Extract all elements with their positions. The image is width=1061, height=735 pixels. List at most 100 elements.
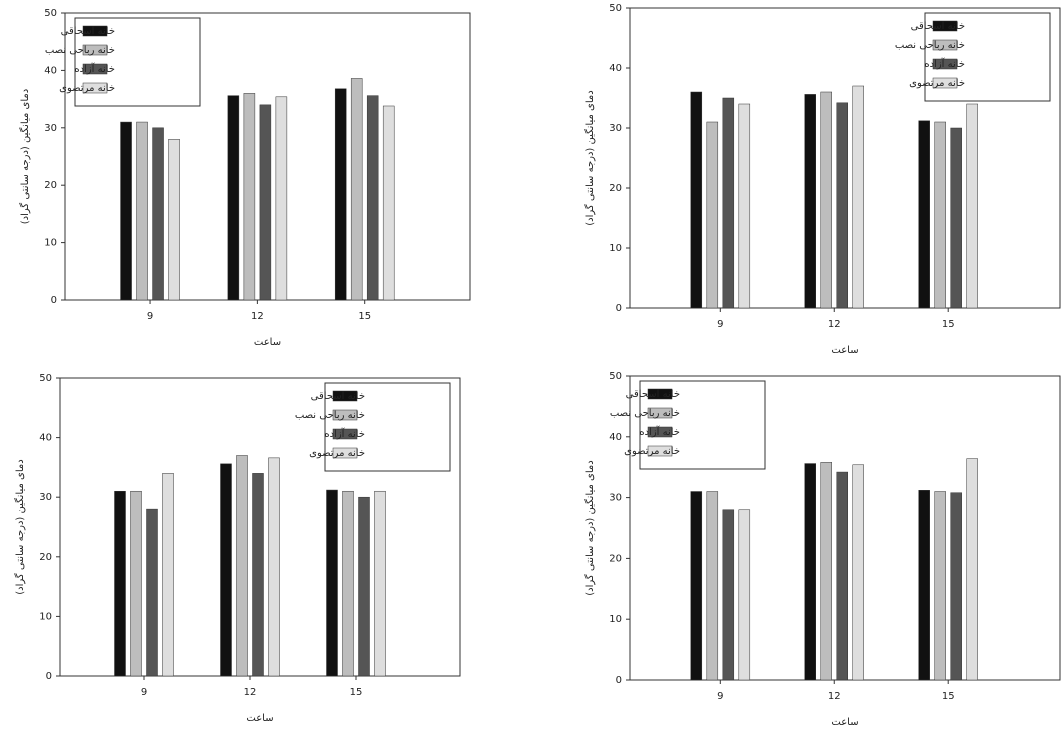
bar bbox=[852, 85, 864, 309]
y-tick-label: 0 bbox=[51, 295, 57, 306]
x-tick-label: 12 bbox=[828, 691, 841, 702]
y-tick-label: 20 bbox=[39, 552, 52, 563]
y-tick-label: 50 bbox=[609, 3, 622, 14]
legend-swatch bbox=[82, 82, 108, 94]
x-tick-label: 9 bbox=[147, 311, 153, 322]
bar bbox=[934, 121, 946, 309]
bar bbox=[934, 491, 946, 681]
x-tick-label: 12 bbox=[828, 319, 841, 330]
bar bbox=[382, 105, 395, 301]
legend-swatch bbox=[932, 20, 958, 32]
legend-label: خانه اسحاقی bbox=[626, 389, 680, 400]
bar bbox=[706, 491, 719, 681]
x-tick-label: 15 bbox=[942, 319, 955, 330]
x-tick-label: 15 bbox=[350, 687, 363, 698]
bar bbox=[966, 458, 978, 681]
y-tick-label: 50 bbox=[39, 373, 52, 384]
legend-label: خانه اسحاقی bbox=[61, 26, 115, 37]
y-tick-label: 10 bbox=[609, 614, 622, 625]
x-axis-label: ساعت bbox=[246, 713, 273, 724]
bar bbox=[268, 457, 280, 677]
legend-swatch bbox=[82, 63, 108, 75]
legend-swatch bbox=[332, 447, 358, 459]
legend-label: خانه آزاده bbox=[639, 425, 680, 438]
y-axis-label: دمای میانگین (درجه سانتی گراد) bbox=[584, 90, 596, 225]
bar bbox=[243, 93, 256, 301]
bar bbox=[950, 127, 962, 309]
legend-label: خانه آزاده bbox=[924, 57, 965, 70]
bar bbox=[966, 103, 978, 309]
bar bbox=[130, 490, 142, 677]
y-tick-label: 10 bbox=[44, 238, 57, 249]
bar bbox=[326, 489, 338, 677]
bar bbox=[220, 463, 232, 677]
bar bbox=[259, 104, 272, 301]
legend-label: خانه رباحی نصب bbox=[45, 45, 115, 56]
legend-swatch bbox=[647, 445, 673, 457]
bar bbox=[236, 455, 248, 677]
x-tick-label: 15 bbox=[358, 311, 371, 322]
y-axis-label: دمای میانگین (درجه سانتی گراد) bbox=[584, 460, 596, 595]
bar bbox=[722, 509, 735, 681]
bar bbox=[690, 91, 703, 309]
legend-swatch bbox=[932, 58, 958, 70]
legend-swatch bbox=[82, 44, 108, 56]
bar bbox=[146, 508, 158, 677]
bar bbox=[836, 102, 848, 309]
legend-label: خانه آزاده bbox=[324, 427, 365, 440]
x-tick-label: 12 bbox=[251, 311, 264, 322]
y-tick-label: 10 bbox=[39, 611, 52, 622]
legend-label: خانه آزاده bbox=[74, 62, 115, 75]
legend-label: خانه اسحاقی bbox=[311, 391, 365, 402]
legend-swatch bbox=[332, 409, 358, 421]
y-tick-label: 40 bbox=[39, 433, 52, 444]
bar bbox=[358, 496, 370, 677]
bar bbox=[722, 97, 735, 309]
y-tick-label: 30 bbox=[39, 492, 52, 503]
legend-label: خانه مرتضوی bbox=[59, 83, 115, 94]
x-tick-label: 9 bbox=[717, 319, 723, 330]
bar bbox=[820, 462, 832, 681]
legend-label: خانه اسحاقی bbox=[911, 21, 965, 32]
bar bbox=[162, 473, 174, 677]
legend-label: خانه رباحی نصب bbox=[610, 408, 680, 419]
bar bbox=[690, 491, 703, 681]
y-tick-label: 0 bbox=[616, 675, 622, 686]
y-tick-label: 30 bbox=[44, 123, 57, 134]
bar bbox=[275, 96, 288, 301]
bar bbox=[334, 88, 347, 301]
bar bbox=[820, 91, 832, 309]
bar bbox=[168, 139, 180, 301]
y-tick-label: 30 bbox=[609, 123, 622, 134]
legend-swatch bbox=[82, 25, 108, 37]
bar bbox=[366, 95, 379, 301]
bar bbox=[804, 463, 816, 681]
y-tick-label: 0 bbox=[46, 671, 52, 682]
y-tick-label: 40 bbox=[609, 63, 622, 74]
legend-swatch bbox=[332, 428, 358, 440]
x-tick-label: 9 bbox=[141, 687, 147, 698]
bar bbox=[374, 490, 386, 677]
y-axis-label: دمای میانگین (درجه سانتی گراد) bbox=[19, 89, 31, 224]
bar bbox=[136, 121, 148, 301]
bar bbox=[350, 78, 363, 301]
legend-label: خانه رباحی نصب bbox=[295, 410, 365, 421]
bar bbox=[342, 490, 354, 677]
y-tick-label: 40 bbox=[609, 432, 622, 443]
x-axis-label: ساعت bbox=[254, 337, 281, 348]
bar bbox=[852, 464, 864, 681]
bar bbox=[252, 473, 264, 677]
legend-label: خانه مرتضوی bbox=[909, 78, 965, 89]
legend-swatch bbox=[647, 388, 673, 400]
legend-label: خانه رباحی نصب bbox=[895, 40, 965, 51]
bar bbox=[152, 127, 164, 301]
y-tick-label: 20 bbox=[609, 553, 622, 564]
bar bbox=[738, 509, 751, 681]
x-axis-label: ساعت bbox=[831, 345, 858, 356]
legend-swatch bbox=[647, 407, 673, 419]
bar bbox=[804, 94, 816, 309]
y-tick-label: 50 bbox=[44, 8, 57, 19]
y-tick-label: 50 bbox=[609, 371, 622, 382]
bar bbox=[836, 471, 848, 681]
